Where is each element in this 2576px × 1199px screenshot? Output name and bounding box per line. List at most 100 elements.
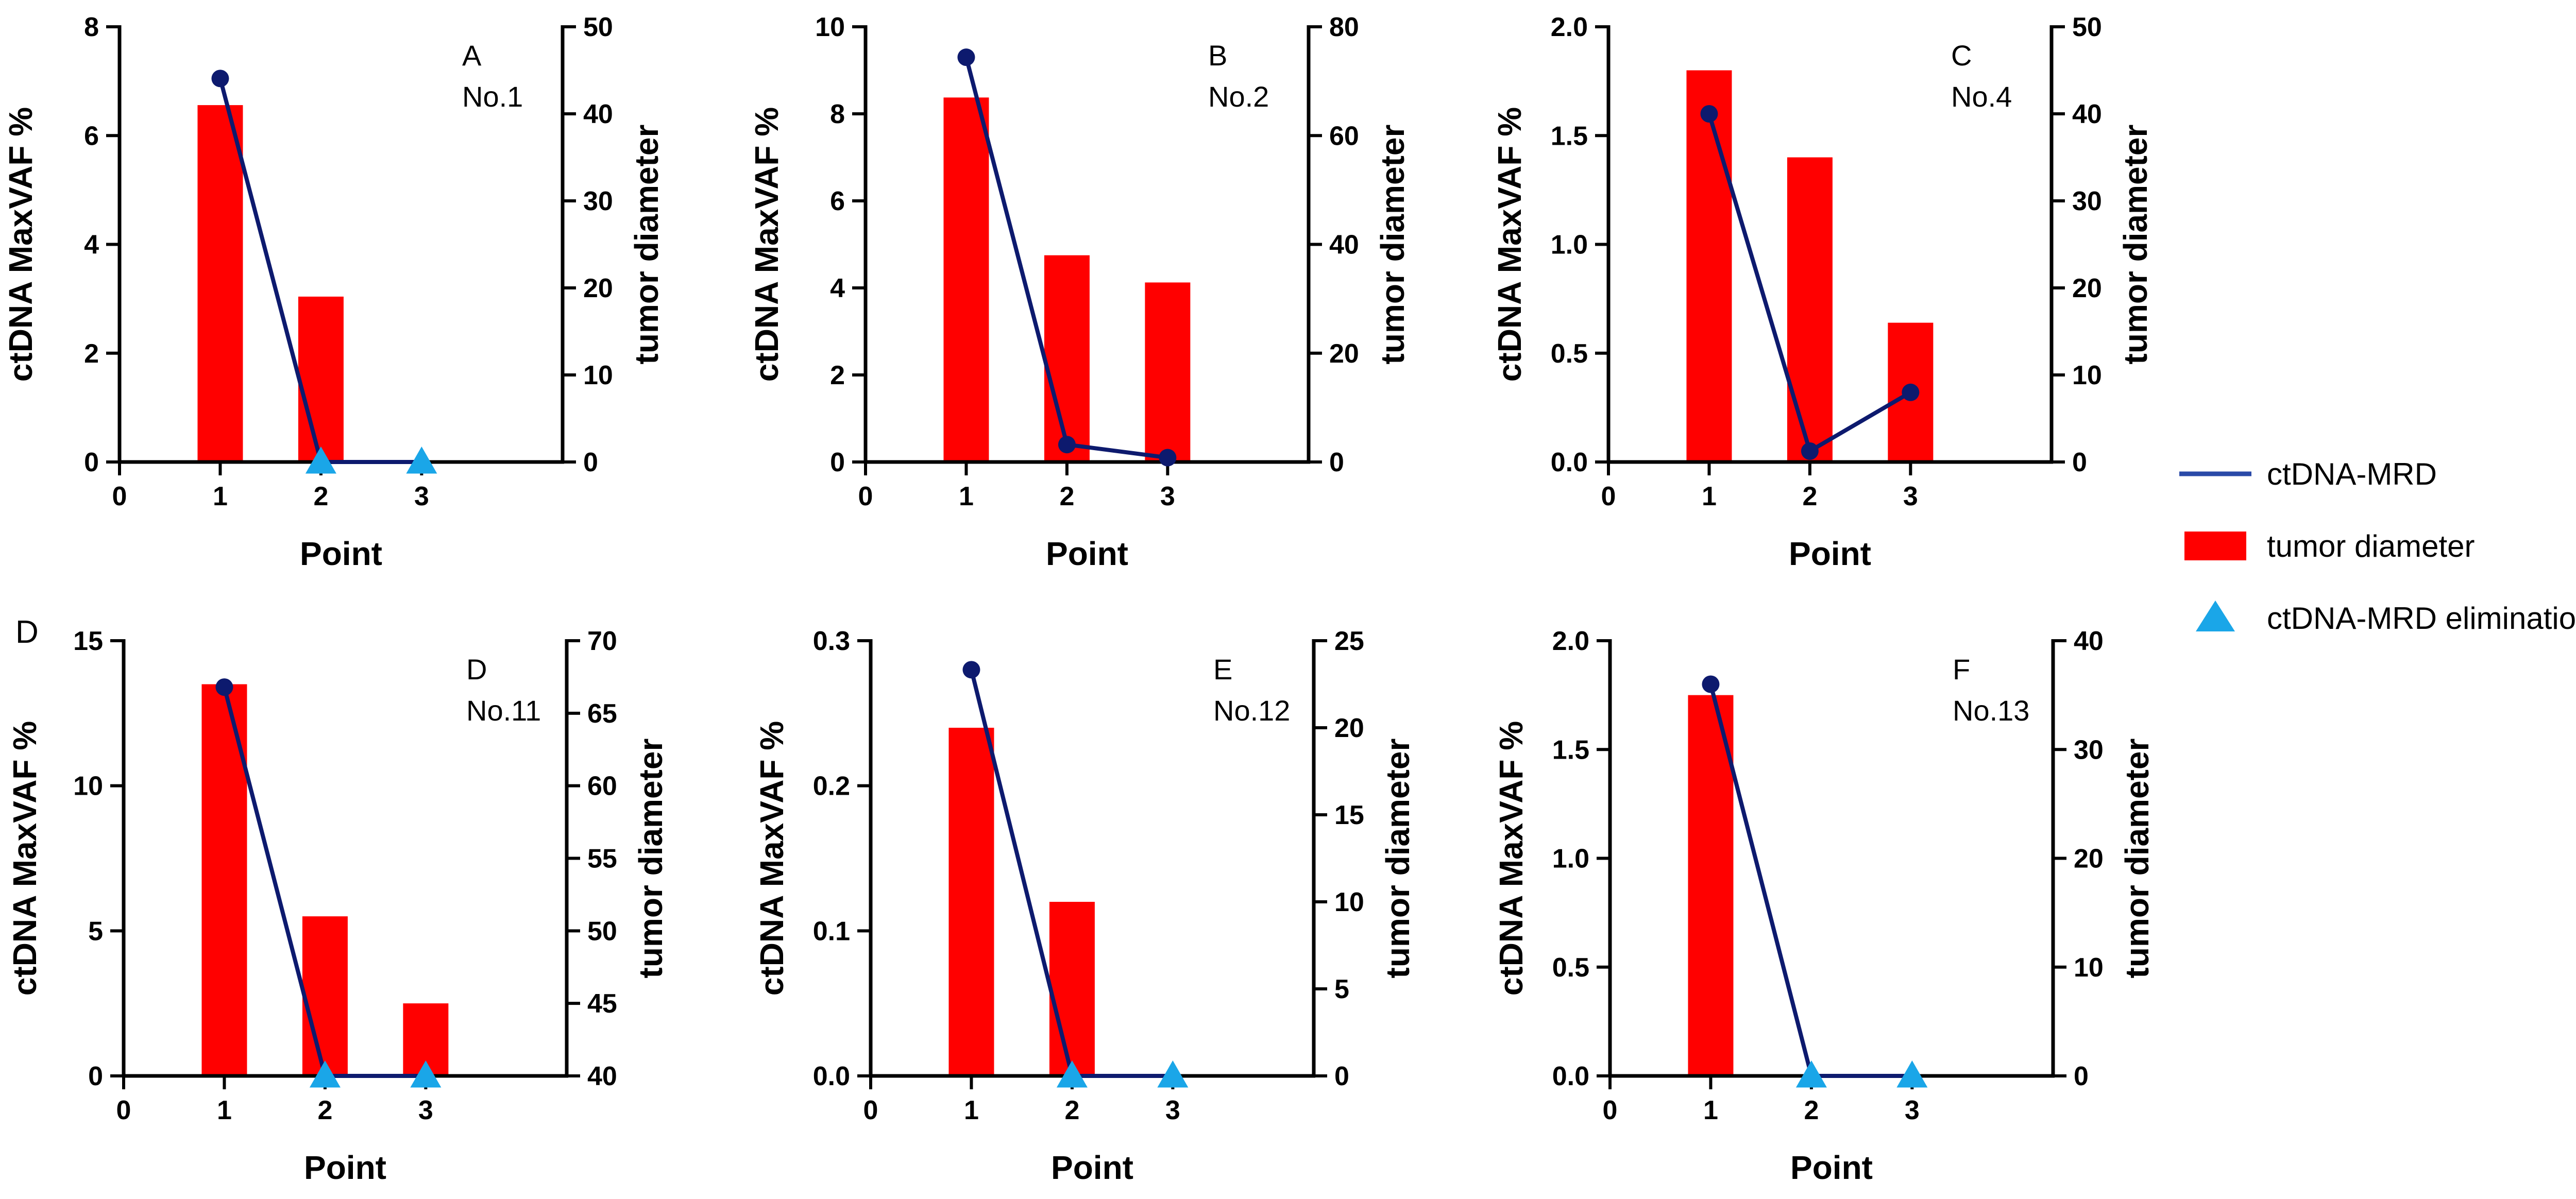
x-tick-label: 1 — [959, 482, 974, 511]
ctdna-point-1 — [211, 70, 229, 88]
y-right-tick-label: 80 — [1329, 12, 1359, 42]
y-right-tick-label: 40 — [1329, 230, 1359, 260]
y-left-tick-label: 6 — [84, 121, 99, 151]
y-axis-right-label: tumor diameter — [1379, 739, 1416, 979]
ctdna-point-1 — [215, 678, 233, 696]
bar-point-1 — [948, 728, 994, 1076]
x-tick-label: 3 — [1905, 1095, 1920, 1125]
y-left-tick-label: 1.0 — [1551, 230, 1588, 260]
y-right-tick-label: 0 — [1334, 1061, 1349, 1091]
y-right-tick-label: 25 — [1334, 626, 1364, 656]
panel-f: 0.0 0.5 1.0 1.5 2.0 0 10 20 30 40 0 1 2 3 Point ctDNA M… — [1493, 626, 2156, 1186]
legend-label: ctDNA-MRD — [2267, 457, 2437, 491]
bar-point-2 — [1049, 902, 1095, 1076]
panel-letter: F — [1953, 653, 1970, 686]
x-tick-label: 1 — [1702, 482, 1717, 511]
y-right-tick-label: 50 — [587, 916, 617, 946]
ctdna-point-1 — [1702, 675, 1720, 693]
x-tick-label: 2 — [1064, 1095, 1079, 1125]
y-right-tick-label: 50 — [583, 12, 613, 42]
bar-point-1 — [943, 97, 989, 462]
y-right-tick-label: 0 — [2074, 1061, 2089, 1091]
y-right-tick-label: 30 — [2074, 735, 2104, 765]
y-left-tick-label: 0.2 — [813, 772, 850, 801]
panel-letter: C — [1951, 39, 1972, 72]
x-axis-label: Point — [304, 1149, 386, 1186]
y-left-tick-label: 2 — [830, 361, 845, 390]
x-tick-label: 1 — [213, 482, 228, 511]
x-tick-label: 2 — [1802, 482, 1817, 511]
ctdna-point-3 — [1159, 449, 1177, 467]
x-tick-label: 1 — [1703, 1095, 1718, 1125]
y-left-tick-label: 0 — [88, 1061, 103, 1091]
y-axis-left-label: ctDNA MaxVAF % — [2, 107, 39, 382]
bar-point-1 — [1686, 70, 1732, 462]
y-left-tick-label: 2 — [84, 339, 99, 369]
panel-e: 0.0 0.1 0.2 0.3 0 5 10 15 20 25 0 1 2 3 Point ctDNA Max… — [753, 626, 1416, 1186]
y-right-tick-label: 20 — [2072, 273, 2102, 303]
y-right-tick-label: 50 — [2072, 12, 2102, 42]
bar-point-2 — [1044, 255, 1090, 462]
y-axis-left-label: ctDNA MaxVAF % — [753, 721, 790, 996]
ctdna-line — [1708, 683, 1912, 1078]
elimination-marker-2 — [1056, 1060, 1088, 1088]
ctdna-point-2 — [1801, 442, 1819, 460]
bar-point-1 — [197, 105, 243, 463]
panel-letter: D — [466, 653, 487, 686]
y-right-tick-label: 0 — [583, 448, 598, 477]
x-tick-label: 1 — [964, 1095, 979, 1125]
legend-item-line: ctDNA-MRD — [2179, 457, 2437, 491]
y-right-tick-label: 20 — [1334, 713, 1364, 743]
panel-letter: A — [462, 39, 482, 72]
elimination-marker-3 — [406, 447, 437, 474]
panel-case: No.1 — [462, 80, 523, 113]
y-left-tick-label: 0 — [84, 448, 99, 477]
legend-label: ctDNA-MRD elimination — [2267, 601, 2576, 636]
x-tick-label: 3 — [1165, 1095, 1180, 1125]
elimination-marker-3 — [1157, 1060, 1189, 1088]
ctdna-point-1 — [962, 661, 980, 679]
y-right-tick-label: 20 — [583, 273, 613, 303]
bar-point-2 — [302, 916, 348, 1076]
y-right-tick-label: 60 — [587, 772, 617, 801]
panel-d: 0 5 10 15 40 45 50 55 60 65 70 0 1 2 3 Point ctDNA MaxVA… — [6, 626, 669, 1186]
panel-case: No.12 — [1213, 694, 1290, 727]
ctdna-point-2 — [1058, 436, 1076, 454]
y-right-tick-label: 20 — [2074, 844, 2104, 874]
y-left-tick-label: 1.5 — [1552, 735, 1589, 765]
y-right-tick-label: 55 — [587, 844, 617, 874]
x-tick-label: 0 — [863, 1095, 878, 1125]
x-tick-label: 0 — [858, 482, 873, 511]
bar-point-3 — [1145, 282, 1191, 462]
y-right-tick-label: 10 — [583, 361, 613, 390]
x-tick-label: 1 — [217, 1095, 232, 1125]
y-left-tick-label: 0.5 — [1551, 339, 1588, 369]
elimination-marker-2 — [309, 1060, 341, 1088]
y-left-tick-label: 1.0 — [1552, 844, 1589, 874]
ctdna-point-1 — [1700, 105, 1718, 123]
legend-item-triangle: ctDNA-MRD elimination — [2196, 601, 2576, 636]
legend-item-bar: tumor diameter — [2184, 529, 2475, 563]
x-tick-label: 2 — [1804, 1095, 1819, 1125]
y-right-tick-label: 10 — [2072, 361, 2102, 390]
y-axis-left-label: ctDNA MaxVAF % — [1491, 107, 1528, 382]
y-left-tick-label: 10 — [73, 772, 103, 801]
y-right-tick-label: 40 — [587, 1061, 617, 1091]
y-left-tick-label: 5 — [88, 916, 103, 946]
figure-label: D — [15, 614, 39, 650]
y-right-tick-label: 0 — [1329, 448, 1344, 477]
y-axis-right-label: tumor diameter — [2117, 125, 2154, 365]
y-left-tick-label: 8 — [830, 99, 845, 129]
ctdna-point-1 — [957, 48, 975, 66]
y-left-tick-label: 8 — [84, 12, 99, 42]
y-left-tick-label: 0.0 — [813, 1061, 850, 1091]
x-tick-label: 0 — [1601, 482, 1616, 511]
ctdna-point-3 — [1902, 383, 1920, 401]
y-axis-left-label: ctDNA MaxVAF % — [6, 721, 43, 996]
y-axis-right-label: tumor diameter — [628, 125, 665, 365]
x-tick-label: 2 — [317, 1095, 332, 1125]
y-right-tick-label: 30 — [2072, 186, 2102, 216]
y-left-tick-label: 0 — [830, 448, 845, 477]
